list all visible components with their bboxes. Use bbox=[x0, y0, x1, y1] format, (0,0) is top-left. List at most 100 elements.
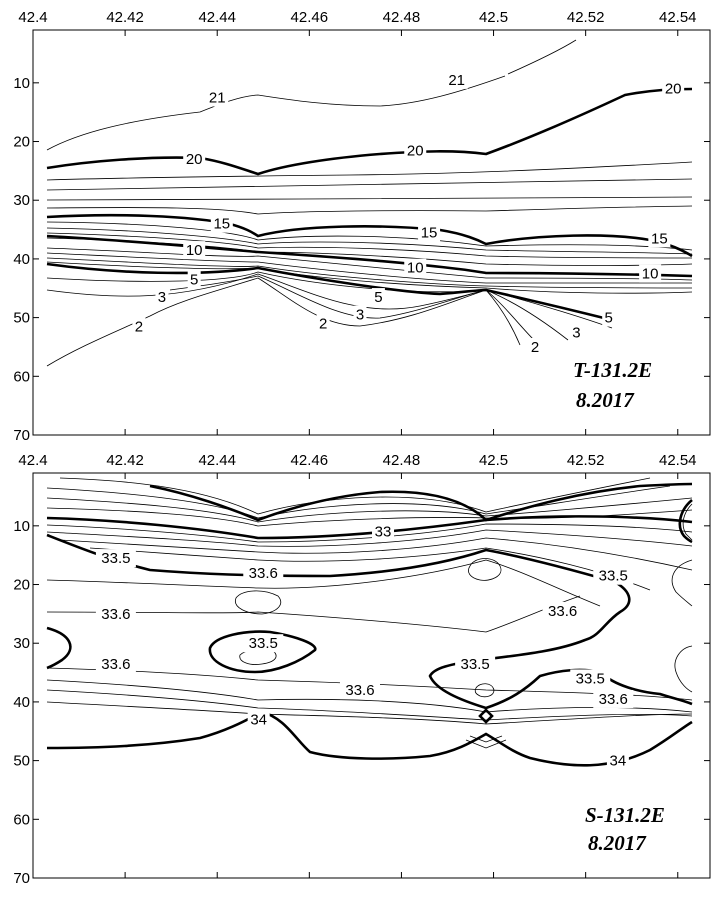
y-tick-label: 10 bbox=[13, 518, 30, 535]
salinity-panel: 33 33.5 33.5 33.6 33.6 33.6 33.5 33.5 33.5 33.6 33… bbox=[13, 452, 711, 887]
contour-label: 15 bbox=[421, 225, 438, 242]
y-tick-label: 40 bbox=[13, 251, 30, 268]
isohaline-33-4 bbox=[89, 547, 651, 591]
isohaline-34 bbox=[46, 710, 693, 767]
isohaline-fan-2 bbox=[46, 485, 671, 519]
isohaline-33-8 bbox=[46, 689, 693, 721]
isotherm-6 bbox=[46, 261, 693, 294]
contour-label-background bbox=[95, 654, 136, 673]
x-tick-label: 42.52 bbox=[567, 9, 605, 26]
y-tick-label: 50 bbox=[13, 753, 30, 770]
contour-label-background bbox=[210, 214, 233, 233]
contour-label: 34 bbox=[250, 712, 267, 729]
isohaline-33-6-upper bbox=[46, 559, 601, 607]
isotherm-15 bbox=[46, 213, 693, 258]
isohaline-33-5-mid bbox=[208, 630, 317, 674]
isotherm-2-5 bbox=[169, 275, 535, 341]
contour-label: 10 bbox=[407, 260, 424, 277]
x-tick-label: 42.44 bbox=[198, 9, 236, 26]
y-tick-label: 50 bbox=[13, 310, 30, 327]
isotherm-4 bbox=[46, 271, 613, 329]
contour-label-background bbox=[542, 601, 583, 620]
salinity-plot-frame bbox=[32, 472, 711, 879]
contour-label: 33.6 bbox=[599, 691, 628, 708]
isohaline-33 bbox=[46, 515, 693, 540]
contour-label-background bbox=[95, 604, 136, 623]
isotherm-16 bbox=[46, 205, 693, 215]
x-tick-label: 42.5 bbox=[479, 452, 508, 469]
contour-label-background bbox=[455, 654, 496, 673]
contour-label: 33.5 bbox=[599, 568, 628, 585]
contour-label: 20 bbox=[407, 142, 424, 159]
x-tick-label: 42.46 bbox=[291, 452, 329, 469]
isotherm-20 bbox=[46, 87, 693, 176]
y-tick-label: 40 bbox=[13, 694, 30, 711]
isotherm-14 bbox=[46, 221, 693, 251]
contour-label-background bbox=[353, 305, 367, 324]
contour-label-background bbox=[528, 337, 542, 356]
contour-label: 2 bbox=[531, 339, 539, 356]
x-tick-label: 42.44 bbox=[198, 452, 236, 469]
salinity-date-label: 8.2017 bbox=[588, 831, 647, 855]
y-tick-label: 10 bbox=[13, 75, 30, 92]
y-tick-label: 30 bbox=[13, 635, 30, 652]
isotherm-7 bbox=[46, 257, 693, 289]
isohaline-34-diamond bbox=[478, 708, 494, 724]
isohaline-33-9 bbox=[46, 701, 693, 725]
contour-label-background bbox=[372, 522, 395, 541]
contour-label-background bbox=[132, 317, 146, 336]
contour-label: 33.5 bbox=[249, 635, 278, 652]
x-tick-label: 42.42 bbox=[106, 9, 144, 26]
contour-label: 2 bbox=[319, 315, 327, 332]
isohaline-small-3 bbox=[474, 683, 495, 698]
contour-label-background bbox=[639, 264, 662, 283]
contour-label-background bbox=[404, 258, 427, 277]
temperature-x-ticks: 42.4 42.42 42.44 42.46 42.48 42.5 42.52 42.54 bbox=[18, 9, 697, 435]
contour-label: 33.5 bbox=[461, 656, 490, 673]
x-tick-label: 42.42 bbox=[106, 452, 144, 469]
isotherm-9 bbox=[46, 247, 693, 281]
salinity-panel-label: S-131.2E bbox=[585, 803, 665, 827]
isotherm-21 bbox=[46, 75, 506, 151]
isotherm-10 bbox=[46, 234, 693, 278]
contour-label-background bbox=[593, 566, 634, 585]
contour-label-background bbox=[316, 314, 330, 333]
contour-label-background bbox=[155, 288, 169, 307]
isotherm-19 bbox=[46, 161, 693, 181]
temperature-axes: 42.4 42.42 42.44 42.46 42.48 42.5 42.52 42.54 1… bbox=[13, 9, 711, 444]
contour-label: 10 bbox=[642, 266, 659, 283]
isohaline-fan-1 bbox=[59, 477, 651, 515]
x-tick-label: 42.48 bbox=[383, 9, 421, 26]
isotherm-17 bbox=[46, 196, 693, 201]
x-tick-label: 42.54 bbox=[659, 452, 697, 469]
contour-label-background bbox=[662, 79, 685, 98]
contour-label: 33.6 bbox=[249, 565, 278, 582]
contour-label: 34 bbox=[610, 753, 627, 770]
isohaline-33-2 bbox=[46, 529, 693, 547]
contour-label-background bbox=[95, 549, 136, 568]
y-tick-label: 70 bbox=[13, 870, 30, 887]
y-tick-label: 70 bbox=[13, 427, 30, 444]
temperature-contour-lines bbox=[46, 39, 693, 367]
contour-label: 21 bbox=[448, 72, 465, 89]
contour-label-background bbox=[243, 634, 284, 653]
contour-label: 21 bbox=[209, 90, 226, 107]
contour-label-background bbox=[569, 323, 583, 342]
temperature-plot-frame bbox=[32, 29, 711, 436]
isohaline-33-5-left bbox=[46, 626, 72, 670]
contour-label: 33.6 bbox=[548, 603, 577, 620]
x-tick-label: 42.4 bbox=[18, 9, 47, 26]
isohaline-fan-3 bbox=[46, 497, 693, 523]
isohaline-right-edge-1 bbox=[682, 503, 693, 541]
y-tick-label: 60 bbox=[13, 368, 30, 385]
y-tick-label: 60 bbox=[13, 811, 30, 828]
contour-label: 2 bbox=[135, 318, 143, 335]
contour-label: 10 bbox=[186, 242, 203, 259]
contour-label-background bbox=[371, 288, 385, 307]
isohaline-right-edge-3 bbox=[674, 645, 693, 693]
temperature-y-ticks: 10 20 30 40 50 60 70 bbox=[13, 75, 710, 444]
contour-label-background bbox=[339, 681, 380, 700]
